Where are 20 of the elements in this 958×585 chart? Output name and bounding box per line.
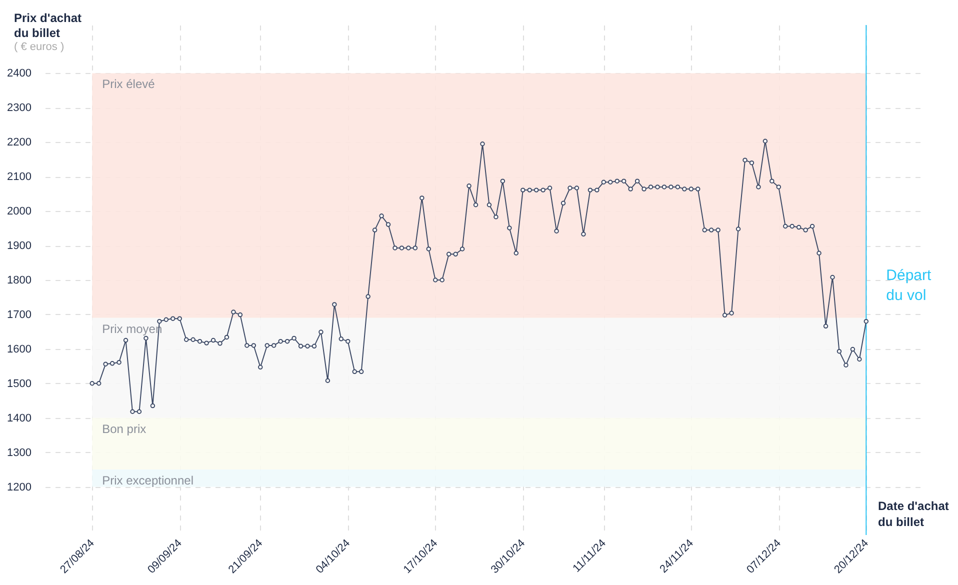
band-label: Bon prix: [102, 422, 146, 436]
x-axis-title: Date d'achat du billet: [878, 498, 950, 530]
ref-line-label: Départ du vol: [886, 267, 932, 304]
y-tick-label: 1600: [7, 343, 32, 356]
y-tick-label: 1500: [7, 378, 32, 390]
y-tick-label: 2400: [7, 68, 32, 80]
y-axis-title: Prix d'achat du billet: [14, 11, 83, 41]
y-tick-label: 1800: [7, 274, 32, 286]
y-tick-label: 2100: [7, 171, 32, 184]
y-tick-label: 2000: [7, 206, 32, 218]
y-tick-label: 2300: [7, 102, 32, 114]
band-label: Prix exceptionnel: [102, 474, 194, 488]
y-tick-label: 1700: [7, 308, 32, 321]
y-tick-label: 1900: [7, 240, 32, 252]
annotation: ( € euros ): [14, 41, 64, 53]
band-label: Prix élevé: [102, 77, 156, 92]
y-tick-label: 2200: [7, 136, 32, 149]
y-tick-label: 1400: [7, 412, 32, 424]
y-tick-label: 1200: [7, 481, 32, 494]
y-tick-label: 1300: [7, 446, 32, 459]
